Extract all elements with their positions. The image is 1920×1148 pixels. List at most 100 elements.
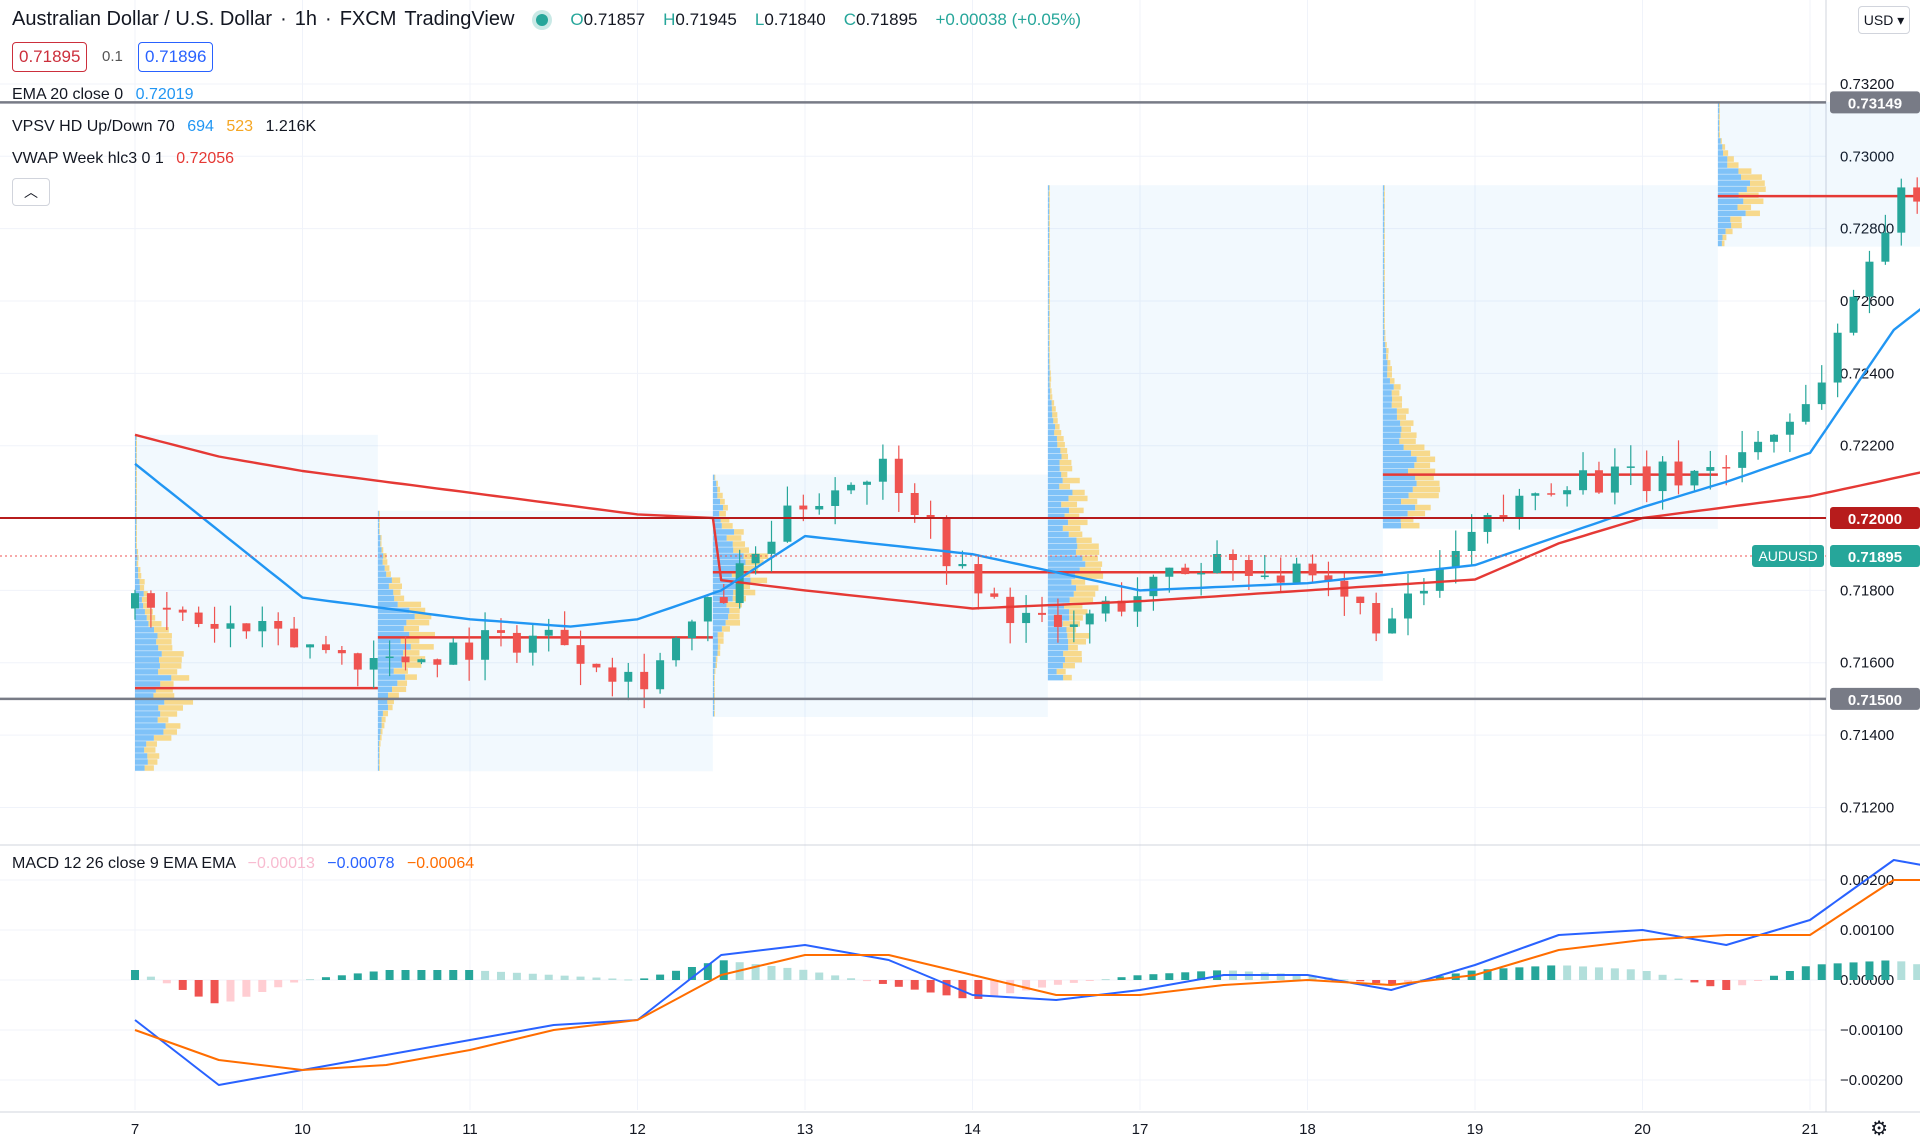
volume-profile-up-bar xyxy=(712,492,718,499)
volume-profile-down-bar xyxy=(380,535,382,541)
macd-histogram-bar xyxy=(576,976,585,980)
volume-profile-down-bar xyxy=(1048,316,1050,323)
candle-up xyxy=(767,541,776,554)
vwap-legend[interactable]: VWAP Week hlc3 0 1 0.72056 xyxy=(12,150,234,168)
volume-profile-down-bar xyxy=(1410,450,1431,457)
macd-histogram-bar xyxy=(656,974,665,980)
volume-profile-up-bar xyxy=(1047,597,1070,603)
volume-profile-up-bar xyxy=(377,668,394,674)
macd-tick-label: 0.00200 xyxy=(1840,872,1894,889)
volume-profile-down-bar xyxy=(1049,292,1050,299)
volume-profile-up-bar xyxy=(1047,412,1053,418)
macd-histogram-bar xyxy=(1085,980,1094,981)
collapse-legend-button[interactable]: ︿ xyxy=(12,178,50,206)
macd-histogram-bar xyxy=(1515,967,1524,980)
volume-profile-down-bar xyxy=(136,434,137,441)
volume-profile-down-bar xyxy=(1048,256,1050,263)
volume-profile-down-bar xyxy=(733,547,749,553)
volume-profile-down-bar xyxy=(410,644,434,650)
volume-profile-up-bar xyxy=(712,541,733,547)
volume-profile-up-bar xyxy=(1047,232,1050,239)
macd-histogram-bar xyxy=(608,978,617,980)
candle-down xyxy=(1228,553,1237,561)
volume-profile-down-bar xyxy=(725,620,741,626)
volume-profile-down-bar xyxy=(378,765,380,771)
volume-profile-down-bar xyxy=(164,699,194,705)
macd-histogram-bar xyxy=(1165,973,1174,980)
volume-profile-up-bar xyxy=(1717,126,1720,132)
macd-legend[interactable]: MACD 12 26 close 9 EMA EMA −0.00013 −0.0… xyxy=(12,855,474,873)
ema-legend[interactable]: EMA 20 close 0 0.72019 xyxy=(12,86,193,104)
volume-profile-up-bar xyxy=(1047,591,1074,597)
volume-profile-down-bar xyxy=(138,573,142,579)
buy-price-button[interactable]: 0.71896 xyxy=(138,42,214,72)
volume-profile-down-bar xyxy=(1049,197,1050,203)
volume-profile-up-bar xyxy=(377,619,407,626)
volume-profile-down-bar xyxy=(1384,281,1385,288)
price-tick-label: 0.71400 xyxy=(1840,727,1894,744)
symbol-title[interactable]: Australian Dollar / U.S. Dollar xyxy=(12,8,273,30)
volume-profile-down-bar xyxy=(721,523,733,529)
settings-gear-icon[interactable]: ⚙ xyxy=(1870,1118,1888,1140)
volume-profile-up-bar xyxy=(135,675,172,681)
sell-price-button[interactable]: 0.71895 xyxy=(12,42,88,72)
volume-profile-up-bar xyxy=(135,512,137,519)
vpsv-legend[interactable]: VPSV HD Up/Down 70 694 523 1.216K xyxy=(12,118,316,136)
volume-profile-up-bar xyxy=(1047,418,1054,424)
time-tick-label: 12 xyxy=(629,1121,646,1138)
volume-profile-down-bar xyxy=(717,492,723,499)
macd-histogram-bar xyxy=(719,960,728,980)
volume-profile-down-bar xyxy=(1049,310,1050,317)
volume-profile-down-bar xyxy=(161,651,184,657)
volume-profile-down-bar xyxy=(1387,372,1392,378)
volume-profile-up-bar xyxy=(1047,537,1077,543)
volume-profile-down-bar xyxy=(734,529,744,535)
candle-down xyxy=(401,656,410,663)
volume-profile-up-bar xyxy=(712,553,744,559)
volume-profile-up-bar xyxy=(712,680,715,687)
volume-profile-down-bar xyxy=(1415,474,1434,481)
volume-profile-down-bar xyxy=(387,704,393,711)
volume-profile-down-bar xyxy=(1048,334,1050,340)
volume-profile-up-bar xyxy=(1717,138,1721,144)
volume-profile-up-bar xyxy=(1047,185,1050,191)
volume-profile-up-bar xyxy=(712,620,726,626)
volume-profile-down-bar xyxy=(1383,275,1385,282)
macd-histogram-bar xyxy=(1785,971,1794,980)
volume-profile-up-bar xyxy=(712,632,718,638)
candle-up xyxy=(1849,296,1858,333)
volume-profile-up-bar xyxy=(1047,573,1076,579)
volume-profile-down-bar xyxy=(1049,209,1050,215)
macd-histogram-bar xyxy=(1435,976,1444,980)
volume-profile-up-bar xyxy=(377,595,395,602)
volume-profile-up-bar xyxy=(712,698,715,705)
macd-histogram-bar xyxy=(528,973,537,980)
macd-histogram-bar xyxy=(385,970,394,980)
volume-profile-up-bar xyxy=(135,693,154,699)
macd-histogram-bar xyxy=(242,980,251,997)
macd-histogram-bar xyxy=(1865,961,1874,980)
volume-profile-down-bar xyxy=(379,734,382,741)
volume-profile-up-bar xyxy=(135,741,147,747)
candle-up xyxy=(1769,434,1778,442)
interval[interactable]: 1h xyxy=(294,8,318,30)
volume-profile-up-bar xyxy=(135,699,165,705)
volume-profile-down-bar xyxy=(1383,323,1385,330)
volume-profile-up-bar xyxy=(135,440,137,447)
candle-down xyxy=(146,593,155,608)
currency-selector[interactable]: USD ▾ xyxy=(1858,6,1910,34)
level-price-tag xyxy=(1830,507,1920,530)
macd-histogram-bar xyxy=(1053,980,1062,985)
volume-profile-down-bar xyxy=(1049,244,1050,251)
volume-profile-up-bar xyxy=(1047,406,1052,412)
ohlc-open: O0.71857 xyxy=(570,9,646,29)
macd-histogram-bar xyxy=(337,975,346,980)
volume-profile-down-bar xyxy=(1076,585,1099,591)
price-tick-label: 0.72200 xyxy=(1840,438,1894,455)
volume-profile-up-bar xyxy=(1382,414,1397,420)
volume-profile-up-bar xyxy=(1047,244,1050,251)
volume-profile-down-bar xyxy=(1415,504,1431,511)
volume-profile-up-bar xyxy=(1047,585,1077,591)
volume-profile-down-bar xyxy=(1059,465,1073,472)
